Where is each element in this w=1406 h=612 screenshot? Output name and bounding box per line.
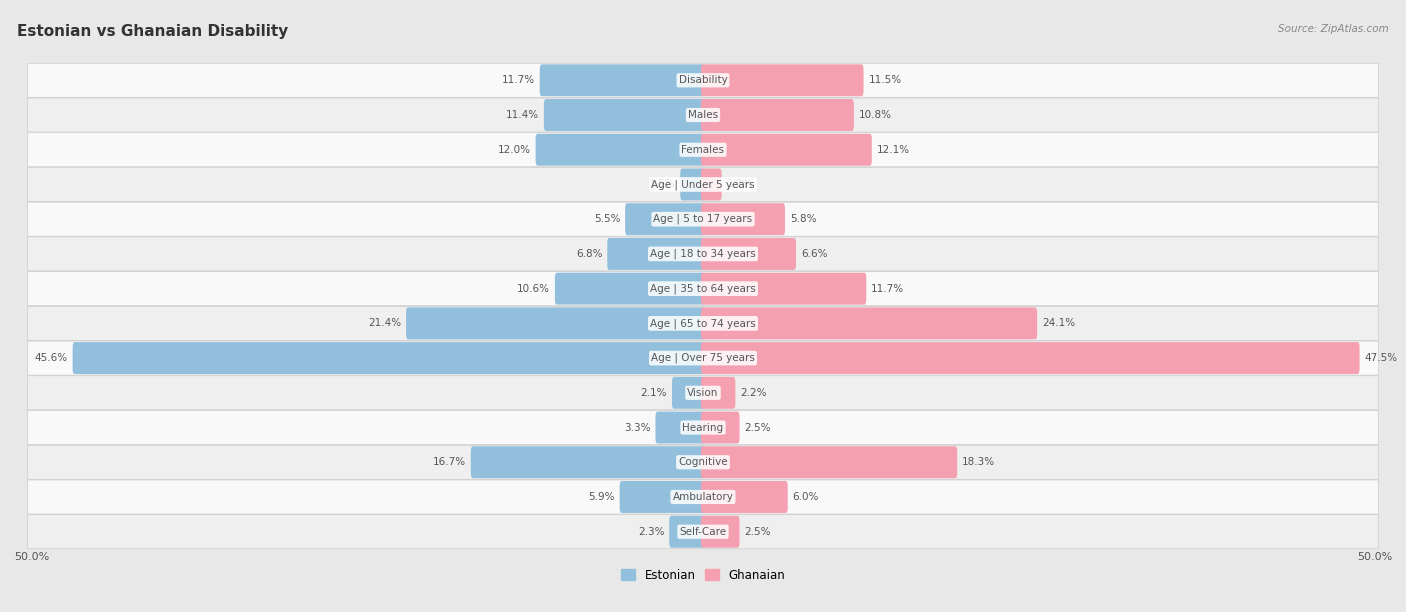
Text: 2.5%: 2.5% <box>744 527 770 537</box>
Text: 1.2%: 1.2% <box>727 179 754 190</box>
Text: Estonian vs Ghanaian Disability: Estonian vs Ghanaian Disability <box>17 24 288 40</box>
FancyBboxPatch shape <box>28 202 1378 236</box>
Text: Age | Under 5 years: Age | Under 5 years <box>651 179 755 190</box>
FancyBboxPatch shape <box>702 307 1038 339</box>
FancyBboxPatch shape <box>28 446 1378 479</box>
Text: Source: ZipAtlas.com: Source: ZipAtlas.com <box>1278 24 1389 34</box>
Text: 6.6%: 6.6% <box>801 249 827 259</box>
FancyBboxPatch shape <box>702 203 785 235</box>
Text: 11.7%: 11.7% <box>872 283 904 294</box>
Text: 11.4%: 11.4% <box>506 110 538 120</box>
FancyBboxPatch shape <box>702 99 853 131</box>
FancyBboxPatch shape <box>702 377 735 409</box>
Text: Males: Males <box>688 110 718 120</box>
FancyBboxPatch shape <box>471 446 704 478</box>
FancyBboxPatch shape <box>702 516 740 548</box>
Text: 5.5%: 5.5% <box>593 214 620 224</box>
Text: Hearing: Hearing <box>682 422 724 433</box>
FancyBboxPatch shape <box>28 133 1378 166</box>
Text: 12.0%: 12.0% <box>498 145 531 155</box>
FancyBboxPatch shape <box>702 64 863 96</box>
Text: 1.5%: 1.5% <box>650 179 675 190</box>
FancyBboxPatch shape <box>607 238 704 270</box>
FancyBboxPatch shape <box>28 411 1378 444</box>
FancyBboxPatch shape <box>406 307 704 339</box>
Text: 11.7%: 11.7% <box>502 75 534 85</box>
FancyBboxPatch shape <box>626 203 704 235</box>
Text: Disability: Disability <box>679 75 727 85</box>
FancyBboxPatch shape <box>28 307 1378 340</box>
Text: Self-Care: Self-Care <box>679 527 727 537</box>
Text: 45.6%: 45.6% <box>35 353 67 363</box>
Text: Ambulatory: Ambulatory <box>672 492 734 502</box>
FancyBboxPatch shape <box>702 411 740 444</box>
FancyBboxPatch shape <box>544 99 704 131</box>
FancyBboxPatch shape <box>702 168 721 201</box>
Text: 2.5%: 2.5% <box>744 422 770 433</box>
Text: 47.5%: 47.5% <box>1364 353 1398 363</box>
Text: Females: Females <box>682 145 724 155</box>
Text: 24.1%: 24.1% <box>1042 318 1076 329</box>
FancyBboxPatch shape <box>28 376 1378 410</box>
Text: 2.2%: 2.2% <box>740 388 766 398</box>
FancyBboxPatch shape <box>28 272 1378 305</box>
FancyBboxPatch shape <box>620 481 704 513</box>
Text: 5.9%: 5.9% <box>588 492 614 502</box>
Text: 6.8%: 6.8% <box>576 249 602 259</box>
FancyBboxPatch shape <box>702 446 957 478</box>
Text: 18.3%: 18.3% <box>962 457 995 467</box>
FancyBboxPatch shape <box>555 273 704 305</box>
FancyBboxPatch shape <box>28 237 1378 271</box>
Text: 3.3%: 3.3% <box>624 422 651 433</box>
Legend: Estonian, Ghanaian: Estonian, Ghanaian <box>616 564 790 586</box>
FancyBboxPatch shape <box>73 342 704 374</box>
Text: 21.4%: 21.4% <box>368 318 401 329</box>
FancyBboxPatch shape <box>702 273 866 305</box>
FancyBboxPatch shape <box>702 342 1360 374</box>
Text: 16.7%: 16.7% <box>433 457 465 467</box>
Text: 2.1%: 2.1% <box>641 388 668 398</box>
FancyBboxPatch shape <box>702 481 787 513</box>
Text: Age | 5 to 17 years: Age | 5 to 17 years <box>654 214 752 225</box>
FancyBboxPatch shape <box>702 134 872 166</box>
Text: Age | 65 to 74 years: Age | 65 to 74 years <box>650 318 756 329</box>
FancyBboxPatch shape <box>672 377 704 409</box>
FancyBboxPatch shape <box>28 515 1378 549</box>
FancyBboxPatch shape <box>28 98 1378 132</box>
Text: 10.6%: 10.6% <box>517 283 550 294</box>
Text: 12.1%: 12.1% <box>876 145 910 155</box>
FancyBboxPatch shape <box>28 341 1378 375</box>
FancyBboxPatch shape <box>28 168 1378 201</box>
Text: Vision: Vision <box>688 388 718 398</box>
Text: 2.3%: 2.3% <box>638 527 665 537</box>
FancyBboxPatch shape <box>655 411 704 444</box>
Text: 5.8%: 5.8% <box>790 214 817 224</box>
FancyBboxPatch shape <box>536 134 704 166</box>
FancyBboxPatch shape <box>681 168 704 201</box>
FancyBboxPatch shape <box>702 238 796 270</box>
Text: Cognitive: Cognitive <box>678 457 728 467</box>
Text: 50.0%: 50.0% <box>1357 552 1392 562</box>
Text: Age | 35 to 64 years: Age | 35 to 64 years <box>650 283 756 294</box>
Text: Age | 18 to 34 years: Age | 18 to 34 years <box>650 248 756 259</box>
Text: 50.0%: 50.0% <box>14 552 49 562</box>
FancyBboxPatch shape <box>28 480 1378 514</box>
Text: Age | Over 75 years: Age | Over 75 years <box>651 353 755 364</box>
Text: 10.8%: 10.8% <box>859 110 891 120</box>
Text: 11.5%: 11.5% <box>869 75 901 85</box>
FancyBboxPatch shape <box>669 516 704 548</box>
FancyBboxPatch shape <box>28 63 1378 97</box>
Text: 6.0%: 6.0% <box>793 492 818 502</box>
FancyBboxPatch shape <box>540 64 704 96</box>
